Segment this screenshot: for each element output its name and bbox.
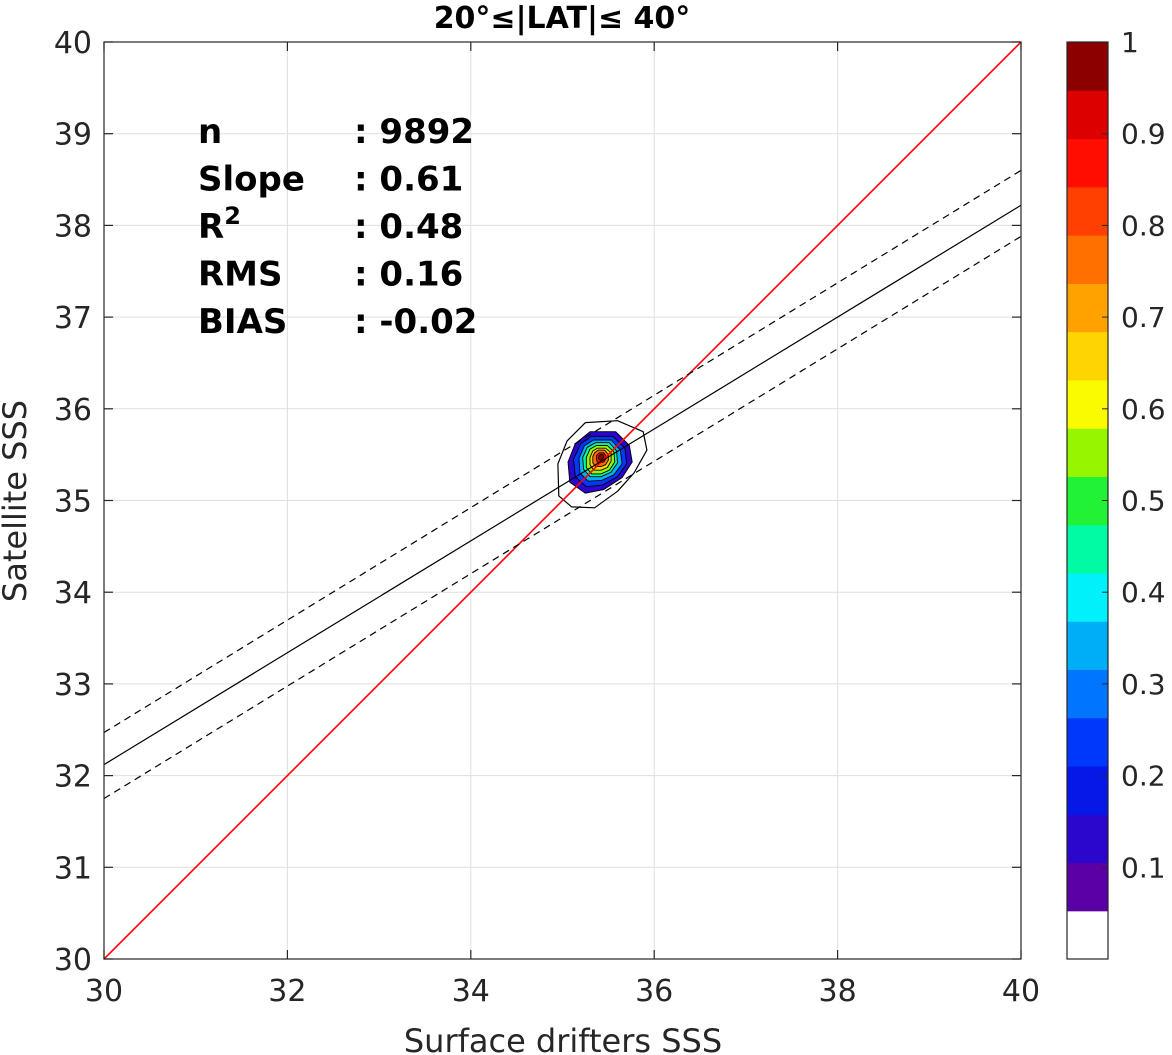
stat-value-n: : 9892 [354, 112, 474, 152]
one-to-one-line [104, 42, 1021, 959]
colorbar-tick-label: 1 [1121, 26, 1139, 59]
x-tick-label: 40 [1002, 974, 1040, 1009]
colorbar-segment [1067, 476, 1108, 526]
regression-line [104, 204, 1021, 766]
colorbar-segment [1067, 428, 1108, 477]
y-tick-label: 31 [54, 851, 92, 886]
y-tick-label: 33 [54, 668, 92, 703]
x-tick-label: 32 [268, 974, 306, 1009]
stat-label-n: n [198, 112, 222, 152]
reference-lines [104, 42, 1021, 959]
colorbar-segment [1067, 910, 1108, 960]
colorbar-tick-label: 0.1 [1121, 851, 1166, 884]
colorbar-segment [1067, 524, 1108, 574]
x-tick-label: 36 [635, 974, 673, 1009]
colorbar-tick-label: 0.7 [1121, 301, 1166, 334]
colorbar-tick-label: 0.2 [1121, 760, 1166, 793]
stat-value-slope: : 0.61 [354, 160, 463, 200]
y-tick-label: 34 [54, 576, 92, 611]
stat-value-r: : 0.48 [354, 207, 463, 247]
colorbar-segment [1067, 138, 1108, 188]
x-tick-label: 34 [452, 974, 490, 1009]
colorbar-segment [1067, 572, 1108, 622]
y-tick-label: 36 [54, 393, 92, 428]
y-tick-label: 30 [54, 943, 92, 978]
colorbar-segment [1067, 814, 1108, 864]
colorbar-segment [1067, 379, 1108, 429]
y-tick-label: 38 [54, 209, 92, 244]
colorbar-tick-label: 0.8 [1121, 209, 1166, 242]
x-tick-label: 30 [85, 974, 123, 1009]
colorbar-segment [1067, 42, 1108, 91]
colorbar-segment [1067, 331, 1108, 381]
stat-value-rms: : 0.16 [354, 255, 463, 295]
axis-ticks: 30 32 34 36 38 40 30 31 32 33 34 35 36 37 38 39 40 [54, 26, 1040, 1009]
y-tick-label: 40 [54, 26, 92, 61]
chart-title: 20°≤|LAT|≤ 40° [434, 1, 691, 36]
y-tick-label: 39 [54, 118, 92, 153]
colorbar-tick-label: 0.6 [1121, 393, 1166, 426]
colorbar-segment [1067, 717, 1108, 767]
colorbar-segment [1067, 669, 1108, 719]
grid [103, 41, 1022, 960]
x-axis-label: Surface drifters SSS [404, 1022, 722, 1055]
y-tick-label: 37 [54, 301, 92, 336]
stat-label-slope: Slope [198, 160, 305, 200]
colorbar-segment [1067, 283, 1108, 333]
x-tick-label: 38 [819, 974, 857, 1009]
colorbar-segment [1067, 621, 1108, 671]
y-tick-label: 35 [54, 485, 92, 520]
y-tick-label: 32 [54, 760, 92, 795]
colorbar-segment [1067, 862, 1108, 912]
colorbar-segment [1067, 235, 1108, 284]
colorbar-segment [1067, 90, 1108, 140]
stat-label-rms: RMS [198, 255, 283, 295]
colorbar-tick-label: 0.9 [1121, 118, 1166, 151]
colorbar-tick-label: 0.4 [1121, 576, 1166, 609]
colorbar-tick-label: 0.5 [1121, 485, 1166, 518]
stat-label-bias: BIAS [198, 302, 287, 342]
stat-value-bias: : -0.02 [354, 302, 477, 342]
colorbar-segment [1067, 186, 1108, 236]
density-contour-0.95 [597, 454, 605, 461]
plot-area: 30 32 34 36 38 40 30 31 32 33 34 35 36 37 38 39 40 [54, 26, 1040, 1009]
colorbar-segment [1067, 765, 1108, 815]
colorbar: 0.1 0.2 0.3 0.4 0.5 0.6 0.7 0.8 0.9 1 [1066, 26, 1166, 960]
y-axis-label: Satellite SSS [0, 400, 34, 602]
colorbar-tick-label: 0.3 [1121, 668, 1166, 701]
